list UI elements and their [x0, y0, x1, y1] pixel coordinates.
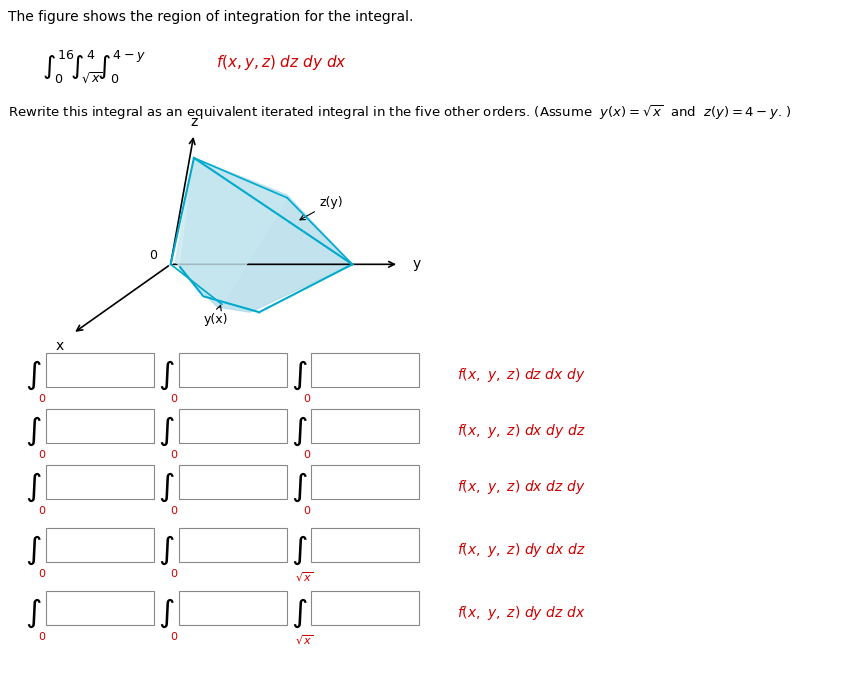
Text: $\sqrt{x}$: $\sqrt{x}$: [295, 570, 313, 584]
Text: $\int$: $\int$: [25, 358, 42, 391]
Text: x: x: [55, 339, 64, 353]
FancyBboxPatch shape: [46, 465, 154, 500]
Text: $0$: $0$: [303, 504, 312, 516]
FancyBboxPatch shape: [46, 409, 154, 444]
FancyBboxPatch shape: [179, 528, 286, 563]
Text: $f(x,\ y,\ z)\ dy\ dx\ dz$: $f(x,\ y,\ z)\ dy\ dx\ dz$: [457, 541, 585, 559]
Text: $\int$: $\int$: [158, 470, 174, 503]
Text: $\int$: $\int$: [158, 596, 174, 629]
Text: $\int$: $\int$: [25, 596, 42, 629]
Text: $0$: $0$: [303, 448, 312, 460]
FancyBboxPatch shape: [179, 465, 286, 500]
Text: y: y: [413, 258, 421, 272]
Text: $f(x,\ y,\ z)\ dy\ dz\ dx$: $f(x,\ y,\ z)\ dy\ dz\ dx$: [457, 604, 585, 622]
Text: $0$: $0$: [37, 567, 46, 579]
Text: $0$: $0$: [170, 567, 179, 579]
FancyBboxPatch shape: [179, 591, 286, 626]
Text: $\int$: $\int$: [291, 358, 307, 391]
Text: $\int$: $\int$: [291, 414, 307, 447]
Text: $\int$: $\int$: [158, 533, 174, 566]
Text: $0$: $0$: [170, 448, 179, 460]
Text: $\int$: $\int$: [291, 470, 307, 503]
FancyBboxPatch shape: [312, 409, 419, 444]
Text: $\int$: $\int$: [291, 596, 307, 629]
Text: $f(x,\ y,\ z)\ dx\ dz\ dy$: $f(x,\ y,\ z)\ dx\ dz\ dy$: [457, 478, 585, 496]
Text: $0$: $0$: [37, 504, 46, 516]
Polygon shape: [175, 158, 287, 304]
FancyBboxPatch shape: [312, 465, 419, 500]
Text: z(y): z(y): [300, 196, 343, 220]
FancyBboxPatch shape: [46, 591, 154, 626]
Polygon shape: [180, 158, 352, 312]
Text: $0$: $0$: [303, 392, 312, 404]
FancyBboxPatch shape: [312, 528, 419, 563]
Text: z: z: [191, 115, 197, 129]
FancyBboxPatch shape: [179, 353, 286, 388]
Text: $f(x,\ y,\ z)\ dx\ dy\ dz$: $f(x,\ y,\ z)\ dx\ dy\ dz$: [457, 422, 585, 440]
Text: $f(x,\ y,\ z)\ dz\ dx\ dy$: $f(x,\ y,\ z)\ dz\ dx\ dy$: [457, 366, 585, 384]
Text: Rewrite this integral as an equivalent iterated integral in the five other order: Rewrite this integral as an equivalent i…: [8, 104, 792, 122]
Text: $0$: $0$: [170, 504, 179, 516]
Text: $\int_0^{16}\!\int_{\!\sqrt{x}}^{4}\!\int_0^{4-y}$: $\int_0^{16}\!\int_{\!\sqrt{x}}^{4}\!\in…: [42, 48, 147, 85]
FancyBboxPatch shape: [312, 353, 419, 388]
Text: $\int$: $\int$: [291, 533, 307, 566]
Text: $\sqrt{x}$: $\sqrt{x}$: [295, 634, 313, 647]
Text: $\int$: $\int$: [25, 414, 42, 447]
Text: The figure shows the region of integration for the integral.: The figure shows the region of integrati…: [8, 10, 414, 24]
Text: $\int$: $\int$: [25, 470, 42, 503]
Text: $0$: $0$: [170, 630, 179, 642]
FancyBboxPatch shape: [46, 528, 154, 563]
Text: $\int$: $\int$: [158, 414, 174, 447]
Text: $0$: $0$: [37, 392, 46, 404]
Text: y(x): y(x): [203, 305, 228, 326]
Text: $0$: $0$: [37, 630, 46, 642]
FancyBboxPatch shape: [46, 353, 154, 388]
Text: $f(x, y, z)\ dz\ dy\ dx$: $f(x, y, z)\ dz\ dy\ dx$: [216, 53, 347, 72]
Text: $\int$: $\int$: [158, 358, 174, 391]
Text: $0$: $0$: [170, 392, 179, 404]
Text: 0: 0: [149, 248, 157, 262]
Text: $0$: $0$: [37, 448, 46, 460]
FancyBboxPatch shape: [179, 409, 286, 444]
FancyBboxPatch shape: [312, 591, 419, 626]
Text: $\int$: $\int$: [25, 533, 42, 566]
